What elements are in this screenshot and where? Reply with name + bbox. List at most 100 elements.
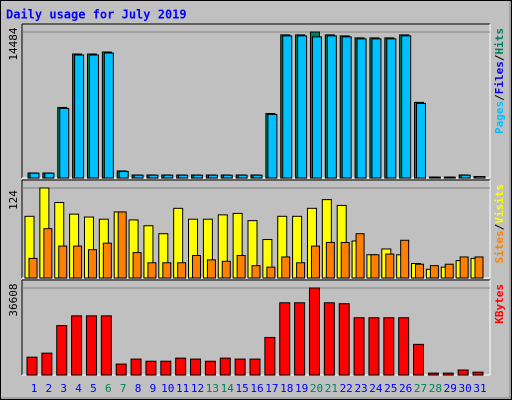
bar xyxy=(206,259,216,279)
bar xyxy=(190,358,202,376)
bar xyxy=(474,256,484,279)
x-tick-label: 8 xyxy=(135,382,142,395)
bar xyxy=(234,358,246,376)
x-tick-label: 24 xyxy=(369,382,383,395)
bar xyxy=(459,256,469,279)
x-tick-label: 18 xyxy=(280,382,293,395)
bar xyxy=(59,107,70,179)
bar xyxy=(370,254,380,279)
legend-entry: Hits xyxy=(493,28,506,55)
bar xyxy=(102,242,112,279)
bar xyxy=(249,358,261,376)
bar xyxy=(251,265,261,279)
bar xyxy=(401,35,412,179)
bar xyxy=(162,262,172,279)
legend-separator: / xyxy=(493,54,506,61)
legend-entry: KBytes xyxy=(493,284,506,324)
bar xyxy=(398,317,410,376)
bar xyxy=(325,241,335,279)
chart-title: Daily usage for July 2019 xyxy=(6,8,187,22)
bar xyxy=(442,372,454,376)
bar xyxy=(326,35,337,179)
bar xyxy=(472,371,484,376)
bar xyxy=(368,317,380,376)
bar xyxy=(340,241,350,279)
bar xyxy=(133,174,144,179)
bar xyxy=(132,252,142,279)
bar xyxy=(43,228,53,279)
bar xyxy=(445,176,456,179)
bar xyxy=(282,35,293,179)
bar xyxy=(219,357,231,376)
bar xyxy=(413,343,425,376)
bar xyxy=(475,176,486,179)
x-tick-label: 25 xyxy=(384,382,397,395)
bar xyxy=(264,336,276,376)
bar xyxy=(383,317,395,376)
bar xyxy=(73,245,83,279)
x-tick-label: 16 xyxy=(250,382,263,395)
bar xyxy=(297,35,308,179)
bar xyxy=(427,372,439,376)
x-tick-label: 20 xyxy=(310,382,323,395)
bar xyxy=(355,233,365,279)
bar xyxy=(207,174,218,179)
bar xyxy=(457,369,469,376)
bar xyxy=(163,174,174,179)
x-tick-label: 15 xyxy=(236,382,249,395)
x-tick-label: 11 xyxy=(176,382,189,395)
bar xyxy=(118,170,129,179)
x-tick-label: 30 xyxy=(459,382,472,395)
x-tick-label: 27 xyxy=(414,382,427,395)
x-tick-label: 5 xyxy=(90,382,97,395)
plot-area xyxy=(22,24,490,178)
bar xyxy=(310,245,320,279)
bar xyxy=(71,315,83,376)
y-tick-label: 36608 xyxy=(7,283,20,316)
legend-separator: / xyxy=(493,94,506,101)
bar xyxy=(145,360,157,376)
bar xyxy=(386,38,397,179)
bar xyxy=(353,317,365,376)
bar xyxy=(29,172,40,179)
x-tick-label: 21 xyxy=(325,382,338,395)
y-tick-label: 124 xyxy=(7,190,20,210)
x-tick-label: 26 xyxy=(399,382,412,395)
x-tick-label: 6 xyxy=(105,382,112,395)
x-tick-label: 28 xyxy=(429,382,442,395)
x-tick-label: 29 xyxy=(444,382,457,395)
bar xyxy=(385,253,395,279)
bar xyxy=(338,303,350,376)
bar xyxy=(415,263,425,279)
bar xyxy=(311,36,322,179)
bar xyxy=(400,239,410,279)
x-tick-label: 13 xyxy=(206,382,219,395)
bar xyxy=(160,360,172,376)
x-tick-label: 19 xyxy=(295,382,308,395)
bar xyxy=(115,363,127,376)
bar xyxy=(28,257,38,279)
bar xyxy=(103,52,114,179)
x-tick-label: 23 xyxy=(354,382,367,395)
x-tick-label: 9 xyxy=(150,382,157,395)
legend-entry: Sites xyxy=(493,230,506,263)
bar xyxy=(460,174,471,179)
bar xyxy=(88,54,99,179)
bar xyxy=(341,36,352,179)
bar xyxy=(279,302,291,376)
bar xyxy=(296,262,306,279)
bar xyxy=(193,174,204,179)
legend: Sites/Visits xyxy=(493,184,506,264)
x-tick-label: 3 xyxy=(60,382,67,395)
bar xyxy=(130,358,142,376)
bar xyxy=(356,38,367,179)
bar xyxy=(429,265,439,279)
x-tick-label: 4 xyxy=(75,382,82,395)
x-tick-label: 14 xyxy=(221,382,235,395)
bar xyxy=(87,249,97,279)
bar xyxy=(58,245,68,279)
bar xyxy=(74,54,85,179)
bar xyxy=(323,302,335,376)
bar xyxy=(177,262,187,279)
x-tick-label: 22 xyxy=(340,382,353,395)
